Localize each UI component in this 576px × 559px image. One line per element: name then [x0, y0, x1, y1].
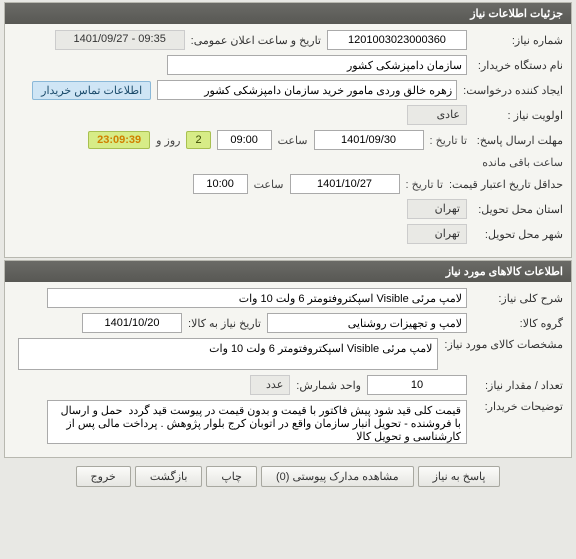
goods-panel: اطلاعات کالاهای مورد نیاز شرح کلی نیاز: …	[4, 260, 572, 458]
exit-button[interactable]: خروج	[76, 466, 131, 487]
priority-label: اولویت نیاز :	[473, 109, 563, 122]
qty-label: تعداد / مقدار نیاز:	[473, 379, 563, 392]
announce-label: تاریخ و ساعت اعلان عمومی:	[191, 34, 321, 47]
notes-textarea[interactable]	[47, 400, 467, 444]
need-details-body: شماره نیاز: تاریخ و ساعت اعلان عمومی: 14…	[5, 24, 571, 257]
remain-suffix: ساعت باقی مانده	[482, 156, 563, 169]
spec-textarea[interactable]	[18, 338, 438, 370]
announce-value: 1401/09/27 - 09:35	[55, 30, 185, 50]
creator-label: ایجاد کننده درخواست:	[463, 84, 563, 97]
deadline-date-input[interactable]	[314, 130, 424, 150]
deadline-time-input[interactable]	[217, 130, 272, 150]
unit-label: واحد شمارش:	[296, 379, 361, 392]
remain-clock-badge: 23:09:39	[88, 131, 150, 149]
to-date-label-1: تا تاریخ :	[430, 134, 467, 147]
goods-header: اطلاعات کالاهای مورد نیاز	[5, 261, 571, 282]
validity-date-input[interactable]	[290, 174, 400, 194]
button-bar: پاسخ به نیاز مشاهده مدارک پیوستی (0) چاپ…	[0, 460, 576, 493]
remain-days-label: روز و	[156, 134, 180, 147]
buyer-input[interactable]	[167, 55, 467, 75]
spec-label: مشخصات کالای مورد نیاز:	[444, 338, 563, 351]
validity-time-input[interactable]	[193, 174, 248, 194]
time-label-2: ساعت	[254, 178, 284, 191]
need-date-label: تاریخ نیاز به کالا:	[188, 317, 261, 330]
validity-label: حداقل تاریخ اعتبار قیمت:	[449, 178, 563, 191]
group-input[interactable]	[267, 313, 467, 333]
creator-input[interactable]	[157, 80, 457, 100]
need-details-panel: جزئیات اطلاعات نیاز شماره نیاز: تاریخ و …	[4, 2, 572, 258]
province-value: تهران	[407, 199, 467, 219]
province-label: استان محل تحویل:	[473, 203, 563, 216]
desc-input[interactable]	[47, 288, 467, 308]
to-date-label-2: تا تاریخ :	[406, 178, 443, 191]
attachments-button[interactable]: مشاهده مدارک پیوستی (0)	[261, 466, 414, 487]
unit-value: عدد	[250, 375, 290, 395]
buyer-label: نام دستگاه خریدار:	[473, 59, 563, 72]
group-label: گروه کالا:	[473, 317, 563, 330]
reply-button[interactable]: پاسخ به نیاز	[418, 466, 501, 487]
back-button[interactable]: بازگشت	[135, 466, 203, 487]
city-value: تهران	[407, 224, 467, 244]
time-label-1: ساعت	[278, 134, 308, 147]
print-button[interactable]: چاپ	[206, 466, 257, 487]
desc-label: شرح کلی نیاز:	[473, 292, 563, 305]
city-label: شهر محل تحویل:	[473, 228, 563, 241]
deadline-label: مهلت ارسال پاسخ:	[473, 134, 563, 147]
goods-body: شرح کلی نیاز: گروه کالا: تاریخ نیاز به ک…	[5, 282, 571, 457]
contact-badge[interactable]: اطلاعات تماس خریدار	[32, 81, 151, 100]
need-details-header: جزئیات اطلاعات نیاز	[5, 3, 571, 24]
need-date-input[interactable]	[82, 313, 182, 333]
remain-days-badge: 2	[186, 131, 210, 149]
qty-input[interactable]	[367, 375, 467, 395]
request-no-input[interactable]	[327, 30, 467, 50]
notes-label: توضیحات خریدار:	[473, 400, 563, 413]
priority-value: عادی	[407, 105, 467, 125]
request-no-label: شماره نیاز:	[473, 34, 563, 47]
